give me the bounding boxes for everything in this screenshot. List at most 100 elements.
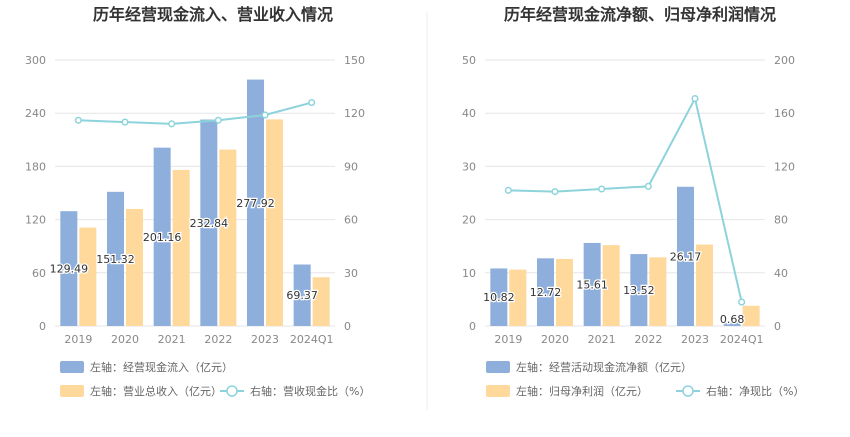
- left-axis-tick-label: 30: [462, 160, 476, 173]
- x-axis-tick-label: 2020: [111, 333, 139, 346]
- chart-2: 历年经营现金流净额、归母净利润情况 0 10 20 30 40 50 0 40 80 120 160 2…: [462, 5, 804, 398]
- data-label: 13.52: [623, 284, 655, 297]
- left-axis-tick-label: 10: [462, 267, 476, 280]
- x-axis-tick-label: 2020: [541, 333, 569, 346]
- legend-label: 左轴：经营活动现金流净额（亿元）: [516, 360, 692, 374]
- data-label: 15.61: [576, 278, 608, 291]
- legend-swatch: [60, 385, 84, 397]
- x-axis-tick-label: 2021: [588, 333, 616, 346]
- line-point: [644, 182, 652, 190]
- x-axis-tick-label: 2022: [204, 333, 232, 346]
- right-axis-tick-label: 0: [774, 320, 781, 333]
- line-point: [74, 116, 82, 124]
- legend-label: 左轴：经营现金流入（亿元）: [90, 360, 233, 374]
- legend-label: 左轴：营业总收入（亿元）: [90, 384, 222, 398]
- bar-cash-inflow: [107, 191, 124, 326]
- x-axis-tick-label: 2023: [251, 333, 279, 346]
- series-line-revenue-cash-ratio: [78, 101, 312, 125]
- series-line-net-cash-ratio: [508, 95, 743, 303]
- line-point: [738, 298, 746, 306]
- line-point: [551, 188, 559, 196]
- bar-net-profit: [556, 258, 573, 326]
- left-axis-tick-label: 240: [25, 107, 46, 120]
- bar-net-profit: [742, 305, 760, 326]
- x-axis-tick-label: 2021: [158, 333, 186, 346]
- left-axis-tick-label: 20: [462, 214, 476, 227]
- bar-total-revenue: [266, 119, 283, 326]
- data-label: 129.49: [50, 263, 89, 276]
- line-point: [504, 186, 512, 194]
- right-axis-tick-label: 30: [344, 267, 358, 280]
- x-axis-tick-label: 2019: [64, 333, 92, 346]
- right-axis-tick-label: 60: [344, 214, 358, 227]
- data-label: 151.32: [96, 253, 135, 266]
- line-point: [214, 116, 222, 124]
- data-label: 0.68: [720, 313, 745, 326]
- x-axis-tick-label: 2022: [634, 333, 662, 346]
- bar-total-revenue: [172, 169, 190, 326]
- bar-operating-cash-net: [630, 254, 648, 326]
- left-axis-tick-label: 120: [25, 214, 46, 227]
- line-point: [598, 185, 606, 193]
- left-axis-tick-label: 40: [462, 107, 476, 120]
- line-point: [691, 95, 699, 103]
- chart-1: 历年经营现金流入、营业收入情况 0 60 120 180 240 300 0 30 60 90 120…: [25, 5, 370, 398]
- right-axis-tick-label: 40: [774, 267, 788, 280]
- left-axis-tick-label: 60: [32, 267, 46, 280]
- legend-swatch: [486, 361, 510, 373]
- left-axis-tick-label: 300: [25, 54, 46, 67]
- chart-title: 历年经营现金流入、营业收入情况: [93, 5, 333, 24]
- legend-label: 左轴：归母净利润（亿元）: [516, 384, 648, 398]
- legend-swatch: [60, 361, 84, 373]
- bar-net-profit: [696, 244, 713, 326]
- line-point: [168, 120, 176, 128]
- data-label: 69.37: [286, 289, 318, 302]
- bar-operating-cash-net: [677, 186, 694, 326]
- right-axis-tick-label: 90: [344, 160, 358, 173]
- bar-operating-cash-net: [583, 242, 601, 326]
- x-axis-tick-label: 2024Q1: [720, 333, 764, 346]
- right-axis-tick-label: 80: [774, 214, 788, 227]
- right-axis-tick-label: 150: [344, 54, 365, 67]
- left-axis-tick-label: 0: [39, 320, 46, 333]
- chart-title: 历年经营现金流净额、归母净利润情况: [504, 5, 776, 24]
- legend-swatch: [486, 385, 510, 397]
- right-axis-tick-label: 120: [344, 107, 365, 120]
- bar-cash-inflow: [200, 119, 218, 327]
- legend-swatch-marker: [682, 385, 694, 397]
- bar-cash-inflow: [293, 264, 311, 326]
- data-label: 12.72: [530, 286, 562, 299]
- left-axis-tick-label: 0: [469, 320, 476, 333]
- bar-total-revenue: [126, 208, 143, 326]
- data-label: 232.84: [190, 217, 229, 230]
- bar-cash-inflow: [247, 79, 264, 326]
- line-point: [308, 99, 316, 107]
- bar-cash-inflow: [60, 211, 78, 326]
- line-point: [261, 111, 269, 119]
- right-axis-tick-label: 0: [344, 320, 351, 333]
- data-label: 26.17: [670, 250, 702, 263]
- data-label: 201.16: [143, 231, 182, 244]
- bar-operating-cash-net: [490, 268, 508, 326]
- left-axis-tick-label: 50: [462, 54, 476, 67]
- bar-cash-inflow: [153, 147, 171, 326]
- data-label: 10.82: [483, 291, 515, 304]
- bar-operating-cash-net: [723, 322, 741, 326]
- bar-total-revenue: [79, 227, 97, 326]
- right-axis-tick-label: 160: [774, 107, 795, 120]
- legend-swatch-marker: [226, 385, 238, 397]
- bar-total-revenue: [312, 277, 330, 326]
- bar-operating-cash-net: [537, 258, 554, 326]
- bar-net-profit: [602, 245, 620, 326]
- x-axis-tick-label: 2019: [494, 333, 522, 346]
- bar-net-profit: [649, 257, 667, 326]
- data-label: 277.92: [236, 197, 275, 210]
- left-axis-tick-label: 180: [25, 160, 46, 173]
- x-axis-tick-label: 2024Q1: [290, 333, 334, 346]
- bar-total-revenue: [219, 149, 237, 326]
- right-axis-tick-label: 200: [774, 54, 795, 67]
- bar-net-profit: [509, 269, 527, 326]
- x-axis-tick-label: 2023: [681, 333, 709, 346]
